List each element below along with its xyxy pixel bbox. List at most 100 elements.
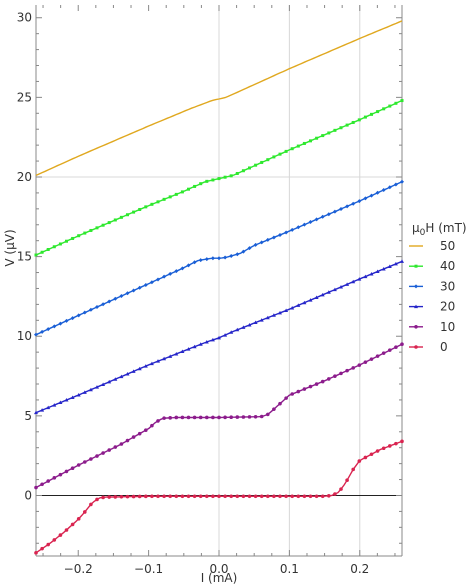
data-point (113, 495, 118, 499)
y-tick-label: 0 (24, 488, 32, 502)
data-point (131, 435, 136, 439)
legend-label: 30 (440, 279, 455, 293)
legend-label: 10 (440, 320, 455, 334)
data-point (278, 401, 282, 406)
data-point (131, 369, 136, 373)
data-point (241, 325, 246, 329)
data-point (381, 266, 386, 271)
data-point (229, 174, 233, 178)
data-point (64, 528, 69, 532)
data-point (180, 190, 184, 194)
data-point (302, 141, 306, 145)
x-tick-label: −0.1 (134, 562, 163, 576)
data-point (345, 282, 350, 286)
data-point (259, 494, 264, 499)
data-point (314, 295, 319, 299)
data-point (186, 494, 191, 499)
data-point (125, 371, 130, 376)
data-point (259, 240, 264, 245)
legend-marker (414, 304, 418, 309)
data-point (284, 230, 289, 235)
data-point (247, 322, 252, 327)
x-tick-label: 0.2 (350, 562, 369, 576)
data-point (95, 385, 99, 389)
data-point (271, 235, 276, 240)
data-point (369, 357, 374, 361)
data-point (223, 333, 228, 337)
data-point (229, 330, 234, 334)
data-point (174, 192, 178, 196)
series-30-mT (34, 179, 404, 337)
data-point (101, 451, 105, 455)
data-point (253, 494, 258, 499)
data-point (156, 200, 160, 204)
data-point (204, 257, 209, 262)
data-point (46, 542, 50, 547)
grid-layer (36, 5, 402, 556)
data-point (290, 392, 295, 396)
data-point (320, 494, 325, 499)
data-point (211, 178, 215, 182)
data-point (52, 324, 57, 329)
data-point (247, 246, 252, 251)
data-point (64, 318, 69, 323)
data-point (375, 354, 380, 358)
data-point (302, 300, 307, 305)
data-point (309, 139, 312, 143)
data-point (326, 290, 331, 294)
data-point (363, 360, 368, 364)
data-point (174, 415, 179, 420)
data-point (400, 99, 404, 103)
data-point (138, 207, 142, 211)
data-point (223, 175, 227, 179)
legend-title-rest: H (mT) (425, 221, 466, 235)
data-point (143, 364, 148, 368)
data-point (113, 377, 118, 381)
data-point (125, 291, 130, 296)
data-point (296, 494, 301, 499)
data-point (400, 179, 404, 184)
data-point (393, 261, 398, 266)
data-point (381, 188, 386, 193)
x-tick-label: −0.2 (64, 562, 93, 576)
data-point (217, 256, 221, 261)
data-point (266, 412, 270, 417)
data-point (247, 494, 252, 499)
data-point (211, 415, 215, 420)
data-point (76, 463, 81, 467)
data-point (229, 253, 234, 258)
data-point (369, 272, 374, 276)
data-point (76, 313, 81, 318)
data-point (65, 239, 68, 243)
data-point (320, 214, 325, 219)
data-point (70, 316, 75, 321)
data-point (217, 335, 221, 340)
data-point (40, 329, 45, 334)
data-point (125, 494, 130, 499)
data-point (198, 258, 203, 263)
data-point (210, 256, 215, 261)
legend-item: 30 (409, 279, 455, 293)
data-point (357, 363, 362, 367)
data-point (351, 120, 355, 124)
y-tick-label: 25 (17, 90, 32, 104)
data-point (46, 247, 50, 251)
data-point (253, 242, 258, 247)
data-point (327, 131, 331, 135)
data-point (223, 255, 228, 260)
y-tick-label: 15 (17, 250, 32, 264)
data-point (217, 177, 221, 181)
data-point (150, 423, 154, 428)
data-point (58, 472, 63, 477)
data-point (296, 225, 301, 230)
data-point (308, 494, 313, 499)
x-tick-label: 0.1 (280, 562, 299, 576)
data-point (296, 389, 301, 394)
data-point (52, 538, 57, 542)
data-point (198, 415, 203, 420)
y-tick-label: 20 (17, 170, 32, 184)
data-point (387, 185, 392, 190)
data-point (89, 228, 93, 232)
data-point (186, 263, 191, 268)
